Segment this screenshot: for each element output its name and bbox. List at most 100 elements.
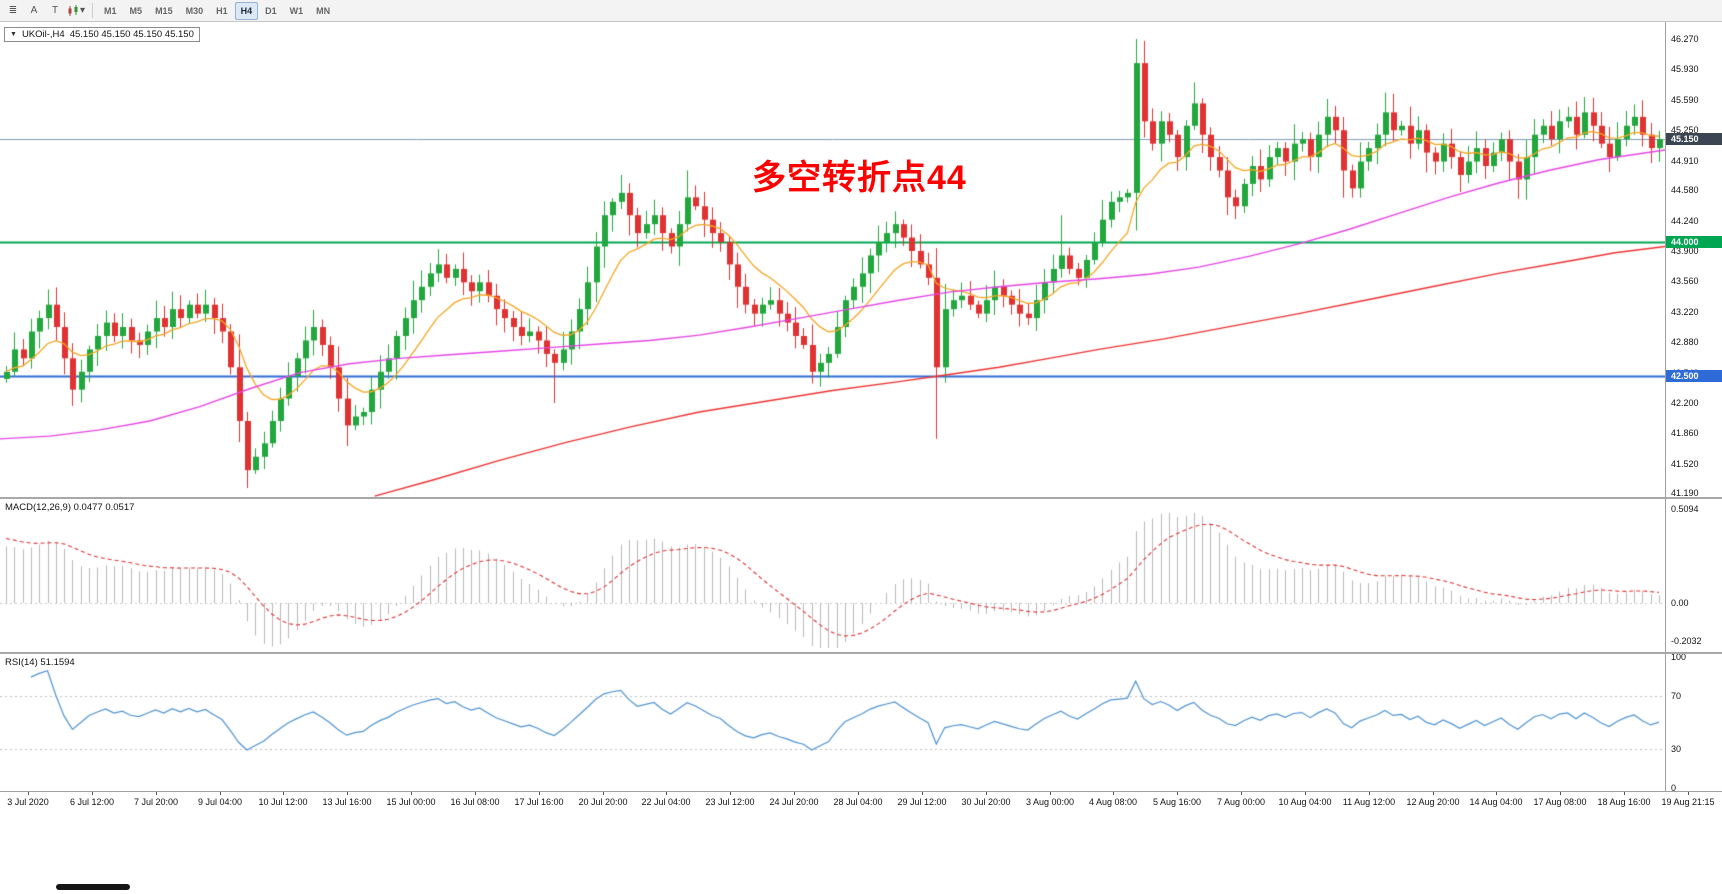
time-axis-tick	[858, 792, 859, 795]
price-tick-label: 45.250	[1671, 125, 1699, 135]
time-axis-tick	[28, 792, 29, 795]
time-axis-tick	[1688, 792, 1689, 795]
time-axis-tick	[986, 792, 987, 795]
time-axis-tick	[794, 792, 795, 795]
arrow-tool-button[interactable]: A	[24, 2, 44, 20]
time-axis-label: 11 Aug 12:00	[1342, 797, 1396, 807]
timeframe-button-w1[interactable]: W1	[289, 5, 304, 16]
macd-tick-label: 0.5094	[1671, 504, 1699, 514]
price-tick-label: 42.880	[1671, 337, 1699, 347]
time-axis-tick	[92, 792, 93, 795]
time-axis[interactable]: 3 Jul 2020 6 Jul 12:00 7 Jul 20:00 9 Jul 04…	[0, 791, 1722, 813]
time-axis-tick	[1305, 792, 1306, 795]
text-tool-button[interactable]: T	[45, 2, 65, 20]
timeframe-button-m5[interactable]: M5	[129, 5, 143, 16]
time-axis-tick	[1241, 792, 1242, 795]
time-axis-label: 24 Jul 20:00	[769, 797, 819, 807]
chart-symbol-label: ▼ UKOil-,H4 45.150 45.150 45.150 45.150	[4, 27, 200, 42]
time-axis-label: 29 Jul 12:00	[897, 797, 947, 807]
time-axis-tick	[922, 792, 923, 795]
indicators-button[interactable]: ≣	[3, 2, 23, 20]
time-axis-label: 10 Jul 12:00	[258, 797, 308, 807]
time-axis-label: 30 Jul 20:00	[961, 797, 1011, 807]
time-axis-label: 17 Jul 16:00	[514, 797, 564, 807]
symbol-text: UKOil-,H4	[21, 29, 65, 40]
macd-tick-label: 0.00	[1671, 598, 1689, 608]
timeframe-button-m30[interactable]: M30	[185, 5, 204, 16]
time-axis-label: 17 Aug 08:00	[1533, 797, 1587, 807]
time-axis-label: 4 Aug 08:00	[1088, 797, 1138, 807]
timeframe-button-h4[interactable]: H4	[234, 1, 259, 20]
rsi-indicator-label: RSI(14) 51.1594	[5, 657, 75, 668]
time-axis-label: 15 Jul 00:00	[386, 797, 436, 807]
time-axis-label: 5 Aug 16:00	[1152, 797, 1202, 807]
rsi-panel-canvas[interactable]	[0, 654, 1665, 791]
chart-annotation-text[interactable]: 多空转折点44	[752, 159, 967, 197]
price-tick-label: 45.590	[1671, 95, 1699, 105]
candlestick-chart-icon	[68, 4, 78, 16]
time-axis-tick	[1496, 792, 1497, 795]
time-axis-label: 19 Aug 21:15	[1661, 797, 1715, 807]
time-axis-label: 23 Jul 12:00	[705, 797, 755, 807]
time-axis-label: 12 Aug 20:00	[1406, 797, 1460, 807]
timeframe-button-m15[interactable]: M15	[155, 5, 173, 16]
price-tick-label: 42.200	[1671, 398, 1699, 408]
price-badge: 44.000	[1666, 236, 1722, 248]
time-axis-label: 16 Jul 08:00	[450, 797, 500, 807]
price-tick-label: 43.900	[1671, 246, 1699, 256]
time-axis-label: 7 Aug 00:00	[1216, 797, 1266, 807]
rsi-tick-label: 0	[1671, 783, 1677, 793]
dropdown-caret-icon: ▾	[80, 4, 86, 16]
timeframe-button-mn[interactable]: MN	[316, 5, 331, 16]
time-axis-label: 3 Jul 2020	[7, 797, 49, 807]
price-tick-label: 41.860	[1671, 428, 1699, 438]
indicators-list-icon: ≣	[8, 4, 18, 16]
time-axis-tick	[283, 792, 284, 795]
time-axis-label: 6 Jul 12:00	[69, 797, 115, 807]
time-axis-label: 9 Jul 04:00	[197, 797, 243, 807]
price-tick-label: 44.580	[1671, 185, 1699, 195]
macd-indicator-label: MACD(12,26,9) 0.0477 0.0517	[5, 502, 135, 513]
time-axis-tick	[539, 792, 540, 795]
time-axis-tick	[1624, 792, 1625, 795]
horizontal-scrollbar-thumb[interactable]	[56, 884, 130, 890]
text-tool-icon: T	[51, 4, 59, 16]
price-tick-label: 44.240	[1671, 216, 1699, 226]
time-axis-label: 3 Aug 00:00	[1025, 797, 1075, 807]
price-tick-label: 41.520	[1671, 459, 1699, 469]
price-tick-label: 45.930	[1671, 64, 1699, 74]
time-axis-tick	[156, 792, 157, 795]
chart-type-button[interactable]: ▾	[66, 2, 86, 20]
time-axis-label: 18 Aug 16:00	[1597, 797, 1651, 807]
price-axis[interactable]: 46.270 45.930 45.590 45.250 44.910 44.580 44.2…	[1665, 22, 1722, 793]
time-axis-tick	[220, 792, 221, 795]
price-tick-label: 43.560	[1671, 276, 1699, 286]
time-axis-label: 14 Aug 04:00	[1469, 797, 1523, 807]
timeframe-button-m1[interactable]: M1	[104, 5, 117, 16]
price-tick-label: 41.190	[1671, 488, 1699, 498]
quote-values: 45.150 45.150 45.150 45.150	[69, 29, 194, 40]
collapse-triangle-icon[interactable]: ▼	[10, 31, 17, 38]
macd-panel-canvas[interactable]	[0, 499, 1665, 652]
panel-separator[interactable]	[0, 497, 1722, 499]
toolbar: ≣ A T ▾ M1 M5 M15 M30 H1 H4 D1 W1 MN	[0, 0, 1722, 22]
rsi-tick-label: 70	[1671, 691, 1682, 701]
timeframe-button-h1[interactable]: H1	[216, 5, 228, 16]
price-badge: 45.150	[1666, 133, 1722, 145]
chart-window: ▼ UKOil-,H4 45.150 45.150 45.150 45.150 …	[0, 22, 1722, 894]
time-axis-tick	[1433, 792, 1434, 795]
main-chart-canvas[interactable]	[0, 22, 1665, 497]
time-axis-tick	[603, 792, 604, 795]
time-axis-tick	[411, 792, 412, 795]
time-axis-tick	[347, 792, 348, 795]
price-badge: 42.500	[1666, 370, 1722, 382]
panel-separator[interactable]	[0, 652, 1722, 654]
rsi-tick-label: 100	[1671, 652, 1687, 662]
macd-tick-label: -0.2032	[1671, 636, 1702, 646]
timeframe-button-d1[interactable]: D1	[265, 5, 277, 16]
time-axis-label: 13 Jul 16:00	[322, 797, 372, 807]
time-axis-tick	[730, 792, 731, 795]
timeframe-group: M1 M5 M15 M30 H1 H4 D1 W1 MN	[98, 1, 337, 20]
time-axis-tick	[1560, 792, 1561, 795]
toolbar-separator	[92, 3, 94, 18]
